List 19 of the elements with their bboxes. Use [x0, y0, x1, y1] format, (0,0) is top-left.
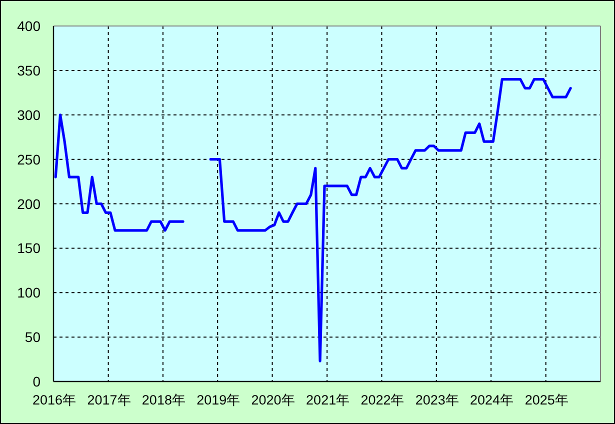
- x-tick-label: 2018年: [142, 392, 186, 408]
- y-tick-label: 200: [17, 196, 41, 212]
- x-tick-label: 2021年: [306, 392, 350, 408]
- y-tick-label: 300: [17, 106, 41, 123]
- x-tick-label: 2019年: [196, 392, 241, 408]
- y-tick-label: 250: [17, 151, 41, 168]
- x-tick-label: 2020年: [251, 392, 296, 408]
- y-tick-label: 350: [17, 62, 41, 78]
- x-tick-label: 2025年: [524, 392, 569, 408]
- x-tick-label: 2024年: [470, 392, 514, 408]
- y-tick-label: 150: [17, 240, 41, 256]
- x-tick-label: 2017年: [87, 392, 132, 408]
- x-tick-label: 2023年: [415, 392, 460, 408]
- x-tick-label: 2022年: [360, 392, 405, 408]
- y-tick-label: 100: [17, 284, 41, 301]
- y-tick-label: 0: [32, 374, 41, 390]
- x-tick-label: 2016年: [32, 392, 77, 408]
- y-tick-label: 400: [17, 18, 41, 34]
- y-tick-label: 50: [24, 329, 41, 346]
